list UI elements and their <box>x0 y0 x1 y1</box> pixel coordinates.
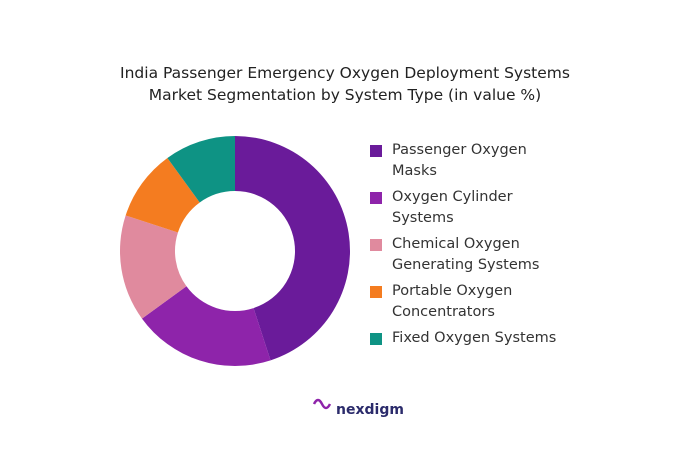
legend-item: Chemical Oxygen Generating Systems <box>370 234 590 281</box>
brand-icon <box>312 398 332 410</box>
legend-item: Passenger Oxygen Masks <box>370 140 590 187</box>
slice <box>125 157 200 233</box>
legend-item: Fixed Oxygen Systems <box>370 328 590 375</box>
legend-swatch <box>370 286 382 298</box>
legend-swatch <box>370 192 382 204</box>
chart-title: India Passenger Emergency Oxygen Deploym… <box>120 64 570 104</box>
legend-swatch <box>370 239 382 251</box>
legend-label: Portable Oxygen Concentrators <box>392 283 513 320</box>
brand: nexdigm <box>336 402 404 418</box>
legend-swatch <box>370 333 382 345</box>
legend-label: Fixed Oxygen Systems <box>392 330 557 346</box>
slice <box>235 136 350 361</box>
slice <box>120 215 187 319</box>
legend-swatch <box>370 145 382 157</box>
legend-item: Oxygen Cylinder Systems <box>370 187 590 234</box>
legend-item: Portable Oxygen Concentrators <box>370 281 590 328</box>
legend-label: Oxygen Cylinder Systems <box>392 189 513 226</box>
slice <box>167 136 235 203</box>
legend: Passenger Oxygen Masks Oxygen Cylinder Sy… <box>370 140 590 375</box>
legend-label: Passenger Oxygen Masks <box>392 142 527 179</box>
legend-label: Chemical Oxygen Generating Systems <box>392 236 540 273</box>
slice <box>141 286 271 366</box>
